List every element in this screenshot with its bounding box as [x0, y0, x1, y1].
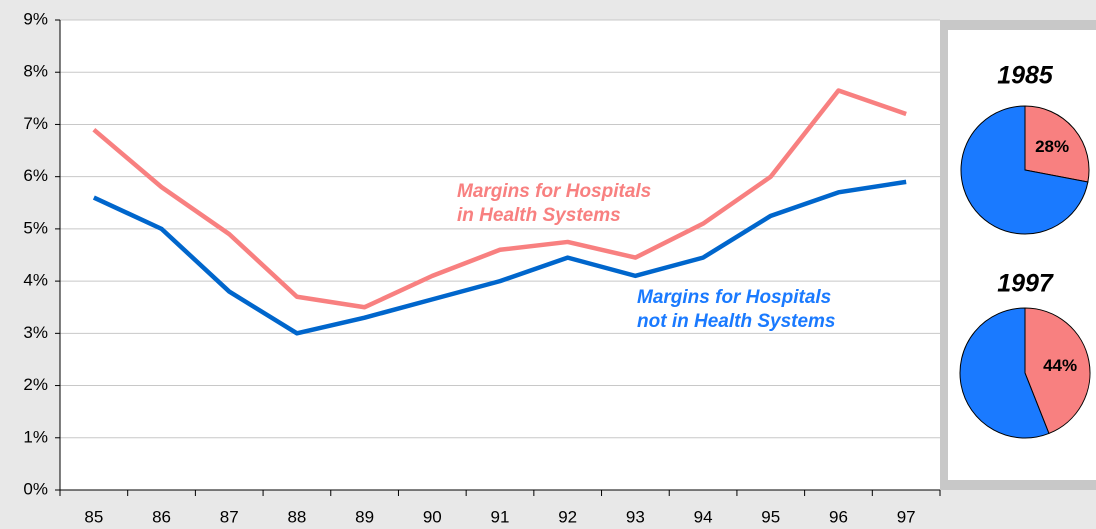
pie-label: 28% [1035, 137, 1069, 156]
y-tick-label: 8% [23, 62, 48, 81]
pie-title: 1997 [997, 270, 1054, 298]
y-tick-label: 5% [23, 218, 48, 237]
x-tick-label: 92 [558, 507, 577, 526]
y-tick-label: 0% [23, 479, 48, 498]
x-tick-label: 90 [423, 507, 442, 526]
series-label: not in Health Systems [637, 311, 836, 332]
x-tick-label: 89 [355, 507, 374, 526]
pie-slice [1024, 307, 1091, 435]
x-tick-label: 91 [491, 507, 510, 526]
y-tick-label: 7% [23, 114, 48, 133]
x-tick-label: 97 [897, 507, 916, 526]
y-tick-label: 9% [23, 9, 48, 28]
plot-area [60, 20, 940, 490]
pie-slice [959, 307, 1050, 439]
series-line [92, 179, 907, 336]
series-line [92, 88, 907, 310]
pie-slice [1024, 105, 1090, 183]
x-tick-label: 88 [287, 507, 306, 526]
x-tick-label: 85 [84, 507, 103, 526]
x-tick-label: 86 [152, 507, 171, 526]
series-label: Margins for Hospitals [457, 181, 651, 202]
y-tick-label: 2% [23, 375, 48, 394]
x-tick-label: 87 [220, 507, 239, 526]
y-tick-label: 1% [23, 427, 48, 446]
x-tick-label: 96 [829, 507, 848, 526]
pie-label: 44% [1043, 356, 1077, 375]
y-tick-label: 4% [23, 271, 48, 290]
x-tick-label: 95 [761, 507, 780, 526]
y-tick-label: 3% [23, 323, 48, 342]
pie-title: 1985 [997, 62, 1054, 90]
y-tick-label: 6% [23, 166, 48, 185]
pie-slice [960, 105, 1089, 235]
series-label: Margins for Hospitals [637, 287, 831, 308]
x-tick-label: 93 [626, 507, 645, 526]
x-tick-label: 94 [694, 507, 713, 526]
series-label: in Health Systems [457, 205, 621, 226]
